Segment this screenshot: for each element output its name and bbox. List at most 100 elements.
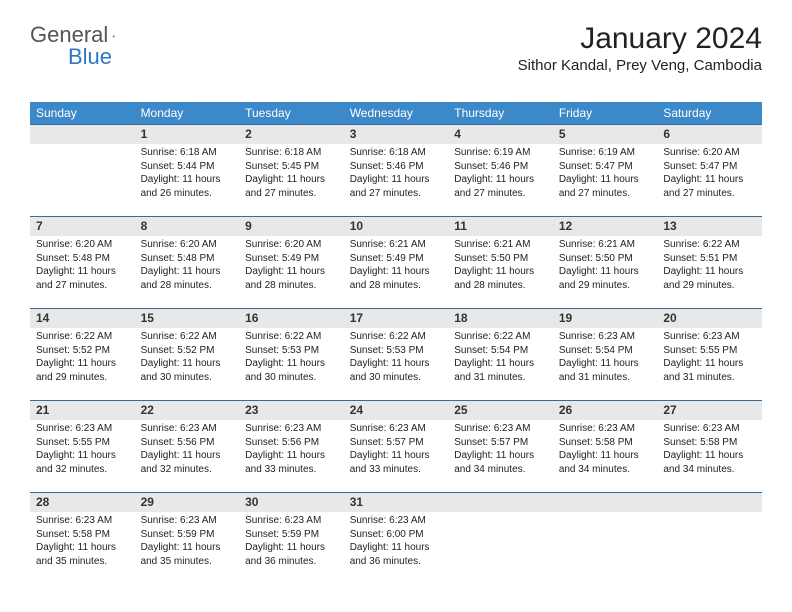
day-number-row: 21222324252627 [30,401,762,421]
sunrise-text: Sunrise: 6:22 AM [454,330,547,344]
sunrise-text: Sunrise: 6:19 AM [454,146,547,160]
day-number: 12 [553,217,658,237]
daylight-text: Daylight: 11 hours [559,357,652,371]
sunset-text: Sunset: 5:50 PM [559,252,652,266]
daylight-text: Daylight: 11 hours [454,357,547,371]
brand-part2: Blue [68,44,112,70]
daylight-text: Daylight: 11 hours [663,449,756,463]
daylight-text: Daylight: 11 hours [141,541,234,555]
daylight-text: Daylight: 11 hours [559,449,652,463]
sunset-text: Sunset: 5:57 PM [350,436,443,450]
page-header: General January 2024 Sithor Kandal, Prey… [30,22,762,74]
day-cell: Sunrise: 6:23 AMSunset: 6:00 PMDaylight:… [344,512,449,584]
day-cell: Sunrise: 6:19 AMSunset: 5:47 PMDaylight:… [553,144,658,217]
daylight-text: and 30 minutes. [141,371,234,385]
daylight-text: Daylight: 11 hours [663,173,756,187]
sunset-text: Sunset: 5:53 PM [350,344,443,358]
day-cell: Sunrise: 6:20 AMSunset: 5:49 PMDaylight:… [239,236,344,309]
calendar-table: Sunday Monday Tuesday Wednesday Thursday… [30,102,762,584]
day-number: 2 [239,125,344,145]
daylight-text: and 28 minutes. [245,279,338,293]
daylight-text: and 33 minutes. [245,463,338,477]
daylight-text: and 34 minutes. [454,463,547,477]
daylight-text: and 31 minutes. [663,371,756,385]
daylight-text: and 30 minutes. [245,371,338,385]
daylight-text: and 27 minutes. [36,279,129,293]
day-cell [657,512,762,584]
day-cell: Sunrise: 6:23 AMSunset: 5:56 PMDaylight:… [239,420,344,493]
daylight-text: and 29 minutes. [36,371,129,385]
sunrise-text: Sunrise: 6:22 AM [141,330,234,344]
sunset-text: Sunset: 5:54 PM [454,344,547,358]
weekday-header: Sunday [30,102,135,125]
day-number: 1 [135,125,240,145]
day-cell: Sunrise: 6:23 AMSunset: 5:56 PMDaylight:… [135,420,240,493]
sunrise-text: Sunrise: 6:23 AM [245,422,338,436]
day-number [657,493,762,513]
sunset-text: Sunset: 5:49 PM [245,252,338,266]
day-number: 4 [448,125,553,145]
day-number: 22 [135,401,240,421]
sunset-text: Sunset: 5:50 PM [454,252,547,266]
daylight-text: and 28 minutes. [350,279,443,293]
daylight-text: Daylight: 11 hours [245,173,338,187]
day-number: 17 [344,309,449,329]
daylight-text: Daylight: 11 hours [350,541,443,555]
sunset-text: Sunset: 5:57 PM [454,436,547,450]
daylight-text: and 32 minutes. [141,463,234,477]
daylight-text: Daylight: 11 hours [141,173,234,187]
sunset-text: Sunset: 5:59 PM [141,528,234,542]
day-number: 18 [448,309,553,329]
daylight-text: and 26 minutes. [141,187,234,201]
day-number [448,493,553,513]
sunset-text: Sunset: 5:58 PM [36,528,129,542]
sunrise-text: Sunrise: 6:23 AM [350,422,443,436]
sunrise-text: Sunrise: 6:23 AM [559,330,652,344]
day-cell: Sunrise: 6:19 AMSunset: 5:46 PMDaylight:… [448,144,553,217]
daylight-text: and 34 minutes. [559,463,652,477]
sunset-text: Sunset: 5:56 PM [245,436,338,450]
sunrise-text: Sunrise: 6:21 AM [559,238,652,252]
daylight-text: Daylight: 11 hours [559,265,652,279]
day-cell: Sunrise: 6:23 AMSunset: 5:55 PMDaylight:… [30,420,135,493]
day-number-row: 123456 [30,125,762,145]
weekday-header: Wednesday [344,102,449,125]
sunrise-text: Sunrise: 6:21 AM [350,238,443,252]
sunrise-text: Sunrise: 6:19 AM [559,146,652,160]
sunrise-text: Sunrise: 6:23 AM [36,422,129,436]
daylight-text: and 31 minutes. [559,371,652,385]
sunset-text: Sunset: 5:44 PM [141,160,234,174]
day-number: 10 [344,217,449,237]
weekday-header: Saturday [657,102,762,125]
daylight-text: and 31 minutes. [454,371,547,385]
daylight-text: Daylight: 11 hours [141,265,234,279]
day-cell: Sunrise: 6:22 AMSunset: 5:52 PMDaylight:… [135,328,240,401]
daylight-text: and 36 minutes. [350,555,443,569]
day-number: 16 [239,309,344,329]
day-number: 3 [344,125,449,145]
sunrise-text: Sunrise: 6:22 AM [36,330,129,344]
sunset-text: Sunset: 5:52 PM [141,344,234,358]
day-cell: Sunrise: 6:20 AMSunset: 5:47 PMDaylight:… [657,144,762,217]
sunrise-text: Sunrise: 6:23 AM [663,422,756,436]
sunrise-text: Sunrise: 6:18 AM [245,146,338,160]
day-number [553,493,658,513]
sunset-text: Sunset: 5:56 PM [141,436,234,450]
day-number: 8 [135,217,240,237]
day-number: 7 [30,217,135,237]
daylight-text: Daylight: 11 hours [559,173,652,187]
day-cell: Sunrise: 6:20 AMSunset: 5:48 PMDaylight:… [135,236,240,309]
day-number-row: 28293031 [30,493,762,513]
sunset-text: Sunset: 5:46 PM [454,160,547,174]
day-cell: Sunrise: 6:23 AMSunset: 5:54 PMDaylight:… [553,328,658,401]
daylight-text: Daylight: 11 hours [245,449,338,463]
daylight-text: and 28 minutes. [141,279,234,293]
day-details-row: Sunrise: 6:23 AMSunset: 5:58 PMDaylight:… [30,512,762,584]
day-cell [30,144,135,217]
day-number: 24 [344,401,449,421]
sunrise-text: Sunrise: 6:18 AM [350,146,443,160]
day-number [30,125,135,145]
day-number: 13 [657,217,762,237]
weekday-header-row: Sunday Monday Tuesday Wednesday Thursday… [30,102,762,125]
day-details-row: Sunrise: 6:20 AMSunset: 5:48 PMDaylight:… [30,236,762,309]
